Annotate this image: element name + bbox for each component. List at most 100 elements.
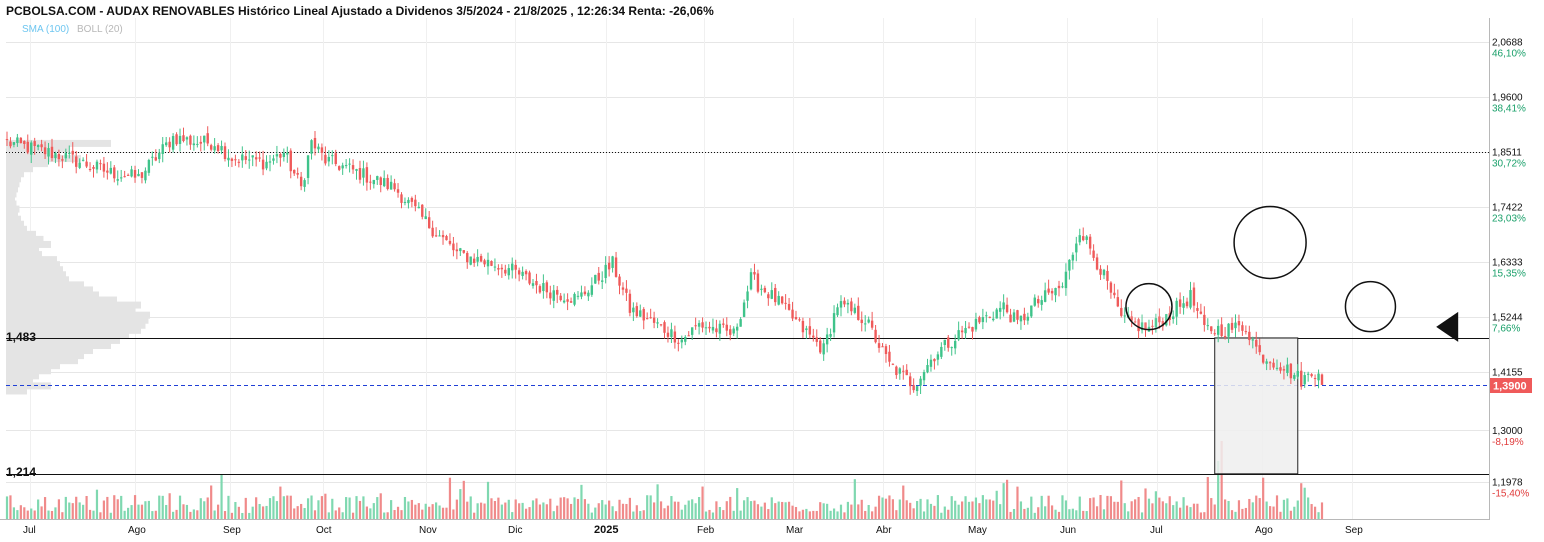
volume-bar	[974, 497, 978, 519]
volume-bar	[476, 503, 479, 519]
candle-body	[248, 159, 251, 161]
candle-body	[846, 302, 850, 305]
volume-bar	[524, 508, 528, 519]
candle-body	[327, 156, 331, 162]
annotation-circle	[1125, 282, 1173, 331]
volume-bar	[230, 512, 234, 519]
candle-body	[182, 135, 185, 142]
candle-body	[455, 249, 459, 252]
volume-profile-bar	[6, 387, 27, 395]
volume-bar	[877, 495, 881, 519]
candle-body	[825, 334, 829, 345]
candle-body	[403, 201, 407, 203]
volume-profile-bar	[6, 240, 51, 248]
candle-body	[351, 165, 355, 170]
volume-bar	[1009, 511, 1012, 519]
highlight-box	[1214, 337, 1299, 475]
volume-bar	[23, 507, 26, 519]
candle-body	[756, 273, 760, 292]
volume-bar	[528, 507, 531, 519]
volume-bar	[961, 501, 964, 519]
candle-body	[23, 141, 26, 145]
candle-body	[1192, 287, 1196, 306]
volume-bar	[1227, 501, 1230, 519]
volume-bar	[684, 504, 687, 519]
annotation-circle	[1344, 280, 1397, 333]
volume-bar	[909, 502, 912, 519]
volume-bar	[590, 512, 593, 519]
candle-body	[607, 262, 611, 270]
candle-body	[1258, 345, 1261, 353]
volume-profile-bar	[6, 235, 44, 243]
volume-bar	[760, 506, 763, 519]
current-price-tag: 1,3900	[1490, 378, 1532, 393]
volume-bar	[940, 512, 943, 519]
candle-body	[1216, 325, 1220, 335]
volume-bar	[296, 506, 299, 519]
volume-bar	[1317, 512, 1320, 519]
candle-body	[1227, 323, 1230, 337]
candle-body	[787, 304, 791, 310]
candle-body	[362, 168, 365, 178]
candle-body	[389, 181, 393, 190]
volume-bar	[30, 508, 33, 519]
x-tick-label: May	[968, 525, 987, 536]
volume-bar	[1023, 508, 1026, 519]
volume-bar	[521, 502, 524, 519]
candle-body	[531, 283, 535, 286]
volume-bar	[1075, 510, 1078, 519]
candle-body	[313, 137, 317, 149]
candle-body	[1234, 322, 1237, 329]
volume-bar	[614, 511, 618, 519]
volume-profile-bar	[6, 155, 81, 163]
candle-body	[957, 330, 960, 340]
y-tick-percent: 38,41%	[1492, 103, 1526, 114]
candle-body	[1012, 312, 1016, 322]
candle-body	[729, 329, 732, 335]
volume-bar	[552, 511, 555, 519]
volume-bar	[469, 496, 472, 519]
volume-bar	[1054, 509, 1057, 519]
volume-bar	[933, 505, 936, 519]
candle-body	[895, 366, 898, 376]
candle-body	[1261, 354, 1265, 363]
candle-body	[504, 269, 507, 274]
volume-bar	[279, 486, 282, 519]
candle-body	[697, 323, 701, 327]
candle-body	[382, 178, 386, 187]
volume-bar	[261, 506, 265, 519]
volume-bar	[237, 506, 240, 519]
volume-bar	[383, 512, 386, 519]
volume-bar	[1030, 496, 1033, 519]
volume-bar	[794, 506, 798, 519]
volume-profile-bar	[6, 331, 129, 339]
volume-bar	[673, 501, 676, 519]
candle-body	[320, 147, 324, 153]
candle-body	[1158, 316, 1161, 323]
candle-body	[735, 326, 739, 331]
candle-body	[30, 142, 33, 155]
volume-bar	[604, 504, 607, 519]
volume-bar	[576, 498, 580, 519]
volume-bar	[438, 505, 441, 519]
candle-body	[784, 302, 787, 304]
candle-body	[569, 301, 573, 303]
candle-body	[535, 281, 538, 286]
candle-body	[1002, 302, 1005, 310]
volume-bar	[739, 510, 742, 519]
volume-bar	[68, 502, 71, 519]
x-tick-label: Sep	[1345, 525, 1363, 536]
volume-bar	[1196, 503, 1199, 519]
candle-body	[106, 170, 109, 173]
candle-body	[971, 327, 974, 332]
candle-body	[393, 183, 396, 190]
y-tick-price: 1,6333	[1492, 258, 1523, 269]
volume-bar	[1158, 497, 1161, 519]
volume-bar	[300, 503, 303, 519]
candle-body	[864, 323, 867, 325]
volume-bar	[206, 497, 209, 519]
candle-body	[341, 165, 344, 169]
volume-profile-bar	[6, 291, 99, 299]
volume-bar	[175, 509, 178, 519]
candle-body	[649, 317, 652, 319]
